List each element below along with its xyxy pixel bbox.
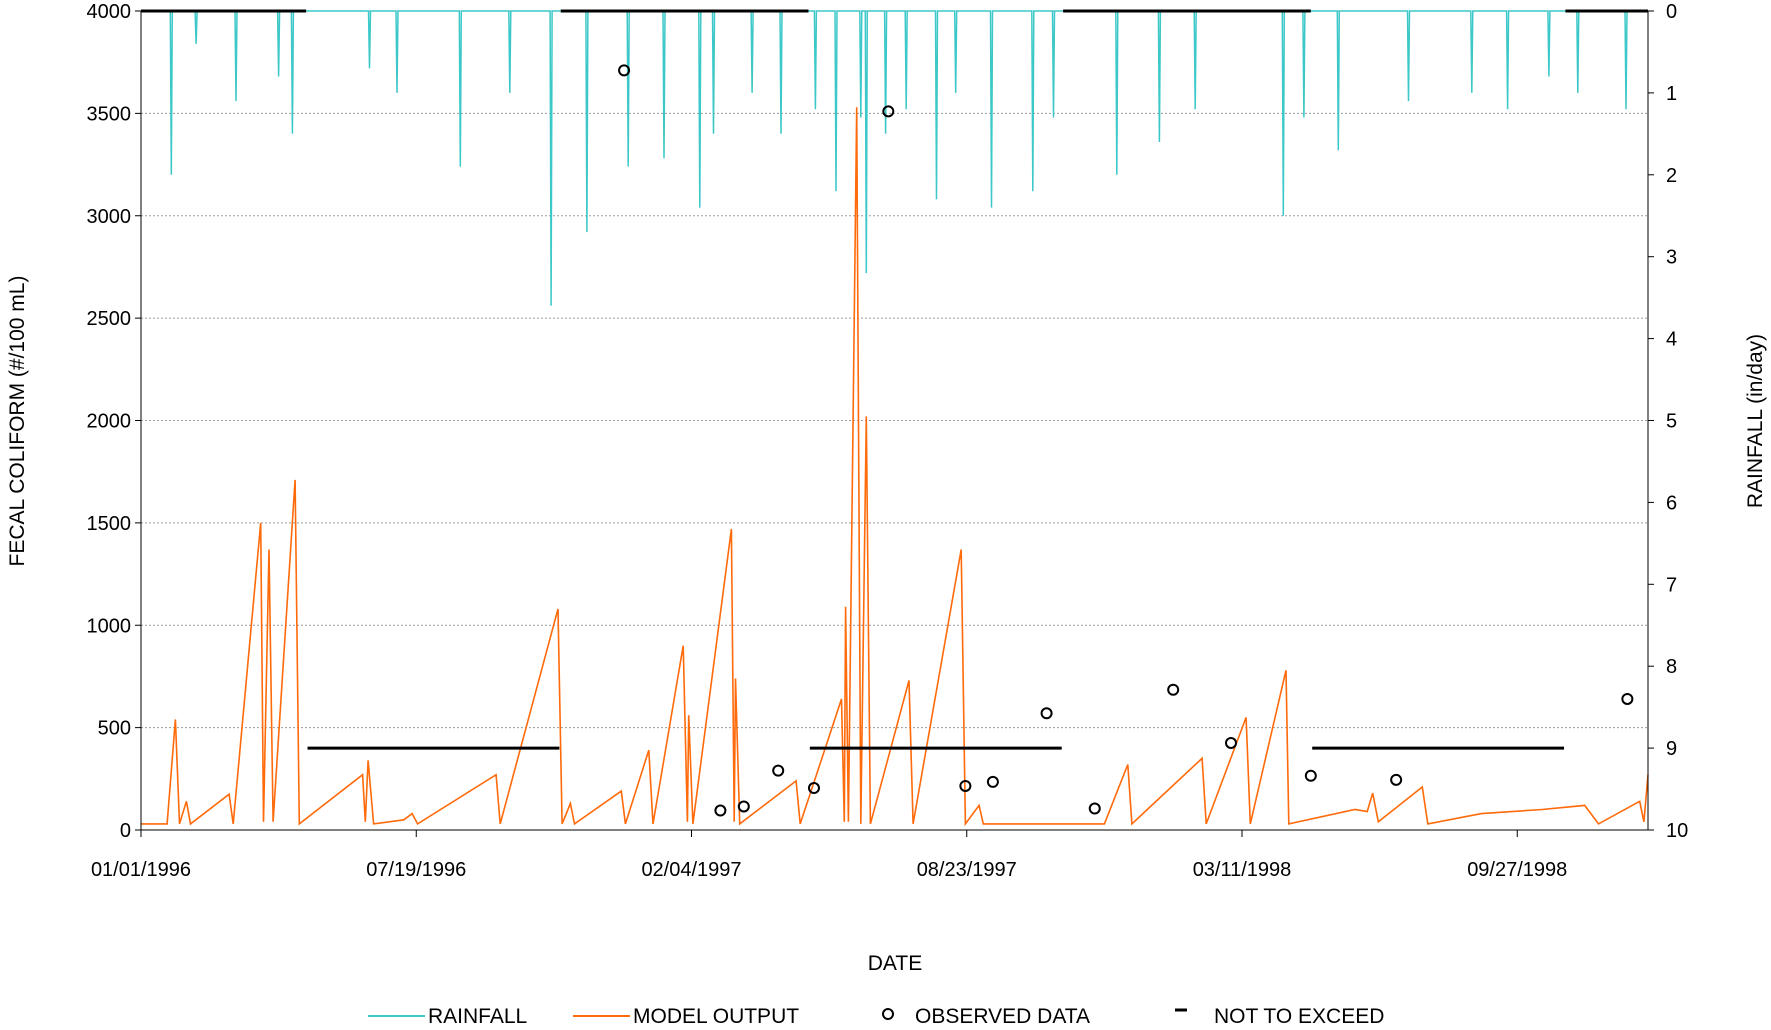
left-tick-label: 3000 (87, 206, 132, 228)
observed-point (1621, 692, 1634, 705)
rainfall-line (141, 10, 1648, 306)
right-tick-label: 3 (1666, 247, 1677, 269)
rainfall-series (141, 10, 1648, 306)
observed-point (618, 64, 631, 77)
x-tick-label: 01/01/1996 (91, 859, 191, 881)
x-axis-title: DATE (868, 952, 922, 975)
legend-observed-swatch (882, 1008, 894, 1020)
observed-point (737, 800, 750, 813)
legend-observed-label: OBSERVED DATA (915, 1005, 1090, 1028)
observed-point (1304, 769, 1317, 782)
right-tick-label: 5 (1666, 411, 1677, 433)
observed-point (959, 779, 972, 792)
right-tick-label: 9 (1666, 738, 1677, 760)
observed-point (1167, 683, 1180, 696)
model-output-line (141, 107, 1649, 827)
observed-data-series (618, 64, 1634, 817)
right-tick-label: 7 (1666, 574, 1677, 596)
left-tick-label: 4000 (87, 1, 132, 23)
x-tick-label: 02/04/1997 (641, 859, 741, 881)
y-axis-right-title: RAINFALL (in/day) (1744, 334, 1767, 508)
x-axis-ticks: 01/01/1996 07/19/1996 02/04/1997 08/23/1997… (91, 830, 1567, 881)
not-to-exceed-series (141, 9, 1648, 750)
left-tick-label: 0 (120, 820, 131, 842)
x-tick-label: 07/19/1996 (366, 859, 466, 881)
x-tick-label: 03/11/1998 (1193, 859, 1292, 881)
right-tick-label: 1 (1666, 83, 1677, 105)
legend-rainfall-label: RAINFALL (428, 1005, 527, 1028)
right-tick-label: 4 (1666, 329, 1677, 351)
left-tick-label: 1500 (87, 513, 132, 535)
left-tick-label: 2000 (87, 411, 132, 433)
right-tick-label: 2 (1666, 165, 1677, 187)
legend-limit-label: NOT TO EXCEED (1214, 1005, 1384, 1028)
left-tick-label: 1000 (87, 615, 132, 637)
observed-point (772, 764, 785, 777)
model-output-series (141, 107, 1649, 827)
legend-model-label: MODEL OUTPUT (633, 1005, 799, 1028)
right-axis-ticks: 0 1 2 3 4 5 6 7 8 9 10 (1648, 1, 1688, 842)
observed-point (986, 775, 999, 788)
right-tick-label: 10 (1666, 820, 1688, 842)
right-tick-label: 8 (1666, 656, 1677, 678)
right-tick-label: 0 (1666, 1, 1677, 23)
observed-point (714, 804, 727, 817)
observed-point (807, 782, 820, 795)
legend: RAINFALL MODEL OUTPUT OBSERVED DATA NOT … (368, 1005, 1384, 1028)
x-tick-label: 08/23/1997 (917, 859, 1017, 881)
observed-point (1390, 773, 1403, 786)
observed-point (1224, 736, 1237, 749)
right-tick-label: 6 (1666, 492, 1677, 514)
left-tick-label: 2500 (87, 308, 132, 330)
left-tick-label: 500 (98, 718, 131, 740)
y-axis-left-title: FECAL COLIFORM (#/100 mL) (6, 276, 29, 567)
left-tick-label: 3500 (87, 103, 132, 125)
left-axis-ticks: 0 500 1000 1500 2000 2500 3000 3500 4000 (87, 1, 141, 842)
observed-point (882, 105, 895, 118)
x-tick-label: 09/27/1998 (1467, 859, 1567, 881)
observed-point (1088, 802, 1101, 815)
observed-point (1040, 707, 1053, 720)
